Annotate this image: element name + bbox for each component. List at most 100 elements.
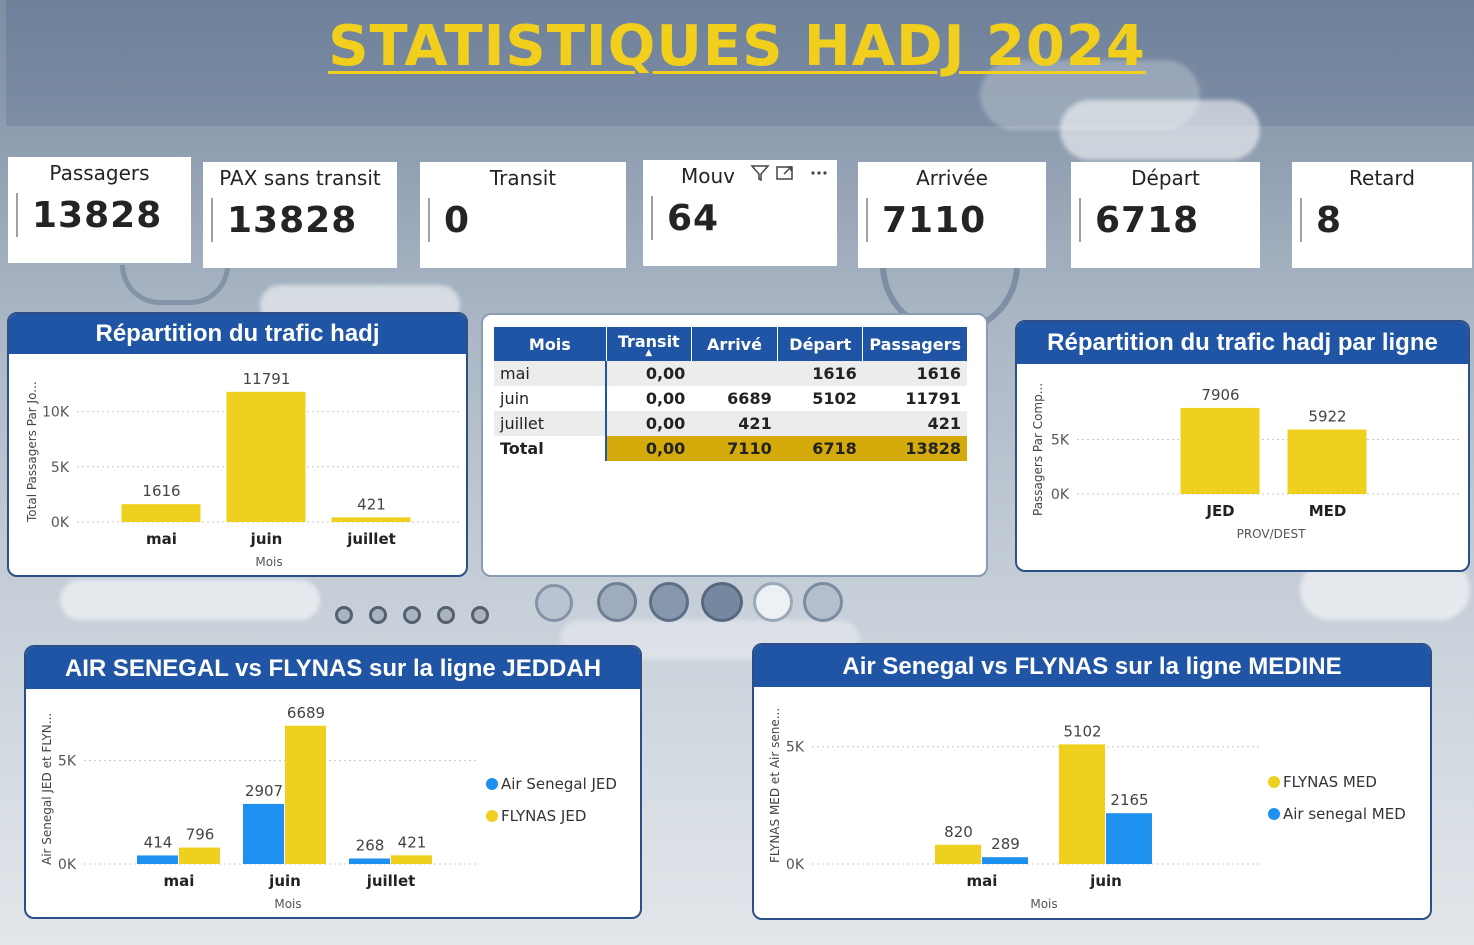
data-label: 11791 <box>243 370 291 388</box>
column-header-transit[interactable]: Transit ▲ <box>606 327 692 361</box>
data-label: 6689 <box>287 704 325 722</box>
bar <box>349 858 390 864</box>
kpi-label: Mouv <box>680 164 735 188</box>
column-header-depart[interactable]: Départ <box>777 327 864 361</box>
bar <box>1106 813 1152 864</box>
kpi-value: 8 <box>1316 200 1343 241</box>
bar-chart-repartition: 0K 5K 10K 1616 mai 11791 juin 421 juillet Mois <box>42 370 459 569</box>
kpi-value: 7110 <box>882 200 987 241</box>
decor-knobs-row <box>335 606 495 628</box>
legend-item-air-senegal-med[interactable]: Air senegal MED <box>1268 805 1406 823</box>
more-options-icon[interactable] <box>809 166 829 187</box>
legend-item-flynas-jed[interactable]: FLYNAS JED <box>486 807 586 825</box>
filter-icon[interactable] <box>749 165 776 187</box>
column-header-passagers[interactable]: Passagers <box>862 327 967 361</box>
table-cell: 421 <box>862 411 967 436</box>
x-tick-label: mai <box>967 872 998 890</box>
legend-marker <box>1268 776 1280 788</box>
kpi-value: 6718 <box>1095 200 1200 241</box>
column-header-arrive[interactable]: Arrivé <box>691 327 779 361</box>
kpi-card-mouv[interactable]: Mouv 64 <box>643 160 837 266</box>
table-cell: 421 <box>691 411 778 436</box>
y-tick-label: 0K <box>51 515 70 531</box>
x-tick-label: mai <box>146 530 177 548</box>
x-tick-label: juin <box>250 530 283 548</box>
legend-marker <box>1268 808 1280 820</box>
table-cell: 6689 <box>727 389 772 408</box>
legend-item-flynas-med[interactable]: FLYNAS MED <box>1268 773 1377 791</box>
y-tick-label: 5K <box>51 460 70 476</box>
data-label: 268 <box>356 836 385 854</box>
chart-title: Répartition du trafic hadj <box>9 314 466 354</box>
table-cell: 0,00 <box>645 389 686 408</box>
table-row[interactable]: juillet 0,00 421 421 <box>494 411 967 436</box>
table-total-row[interactable]: Total 0,00 7110 6718 13828 <box>494 436 967 461</box>
data-label: 5922 <box>1308 408 1346 426</box>
total-cell: 13828 <box>862 436 967 461</box>
kpi-accent-bar <box>16 193 18 237</box>
background-cloud <box>1060 100 1260 160</box>
chart-panel-jeddah[interactable]: AIR SENEGAL vs FLYNAS sur la ligne JEDDA… <box>24 645 642 919</box>
data-label: 5102 <box>1063 722 1101 740</box>
bar <box>391 855 432 864</box>
total-cell: 0,00 <box>606 436 692 461</box>
y-tick-label: 10K <box>42 405 70 421</box>
x-tick-label: juillet <box>346 530 396 548</box>
bar <box>331 517 411 522</box>
kpi-label: Transit <box>489 166 557 190</box>
kpi-label: Retard <box>1349 166 1415 190</box>
chart-panel-repartition[interactable]: Répartition du trafic hadj Total Passage… <box>7 312 468 577</box>
clustered-bar-chart-medine: 0K 5K 820 289 mai 5102 2165 juin Mois <box>786 722 1259 911</box>
kpi-value: 64 <box>667 198 720 239</box>
kpi-label: Départ <box>1131 166 1200 190</box>
total-label: Total <box>494 436 608 461</box>
kpi-card-retard[interactable]: Retard 8 <box>1292 162 1472 268</box>
kpi-value: 13828 <box>227 200 358 241</box>
kpi-card-depart[interactable]: Départ 6718 <box>1071 162 1260 268</box>
table-cell: 0,00 <box>606 411 692 436</box>
x-tick-label: juillet <box>366 872 416 890</box>
table-cell: 11791 <box>905 389 961 408</box>
legend-marker <box>486 810 498 822</box>
kpi-card-transit[interactable]: Transit 0 <box>420 162 626 268</box>
table-row[interactable]: juin 0,00 6689 5102 11791 <box>494 386 967 411</box>
kpi-card-passagers[interactable]: Passagers 13828 <box>8 157 191 263</box>
kpi-accent-bar <box>1300 198 1302 242</box>
column-header-mois[interactable]: Mois <box>494 327 607 361</box>
table-row[interactable]: mai 0,00 1616 1616 <box>494 361 967 386</box>
chart-panel-par-ligne[interactable]: Répartition du trafic hadj par ligne Pas… <box>1015 320 1470 572</box>
x-tick-label: MED <box>1309 502 1347 520</box>
legend-item-air-senegal-jed[interactable]: Air Senegal JED <box>486 775 617 793</box>
bar <box>1287 429 1367 494</box>
chart-title: AIR SENEGAL vs FLYNAS sur la ligne JEDDA… <box>26 647 640 689</box>
matrix-table-panel[interactable]: Mois Transit ▲ Arrivé Départ Passagers ma… <box>481 313 988 577</box>
bar <box>1059 744 1105 864</box>
y-tick-label: 0K <box>58 857 77 873</box>
kpi-label: Arrivée <box>916 166 988 190</box>
data-label: 421 <box>398 833 427 851</box>
clustered-bar-chart-jeddah: 0K 5K 414 796 mai 2907 6689 juin 268 421 juillet Mo… <box>58 704 476 911</box>
kpi-accent-bar <box>428 198 430 242</box>
table-cell: 0,00 <box>606 361 692 386</box>
kpi-accent-bar <box>651 196 653 240</box>
kpi-card-pax-sans-transit[interactable]: PAX sans transit 13828 <box>203 162 397 268</box>
kpi-accent-bar <box>211 198 213 242</box>
legend-marker <box>486 778 498 790</box>
chart-title: Air Senegal vs FLYNAS sur la ligne MEDIN… <box>754 645 1430 687</box>
chart-panel-medine[interactable]: Air Senegal vs FLYNAS sur la ligne MEDIN… <box>752 643 1432 920</box>
x-axis-title: Mois <box>274 897 301 911</box>
visual-header-toolbar <box>749 164 829 187</box>
total-cell: 7110 <box>691 436 778 461</box>
kpi-accent-bar <box>866 198 868 242</box>
data-label: 2907 <box>245 782 283 800</box>
x-axis-title: PROV/DEST <box>1237 527 1307 541</box>
kpi-card-arrivee[interactable]: Arrivée 7110 <box>858 162 1046 268</box>
background-cloud <box>60 580 320 620</box>
bar <box>285 725 326 864</box>
table-cell: 1616 <box>862 361 967 386</box>
focus-mode-icon[interactable] <box>775 166 801 187</box>
chart-title: Répartition du trafic hadj par ligne <box>1017 322 1468 364</box>
background-dial <box>120 265 230 305</box>
total-cell: 6718 <box>777 436 863 461</box>
